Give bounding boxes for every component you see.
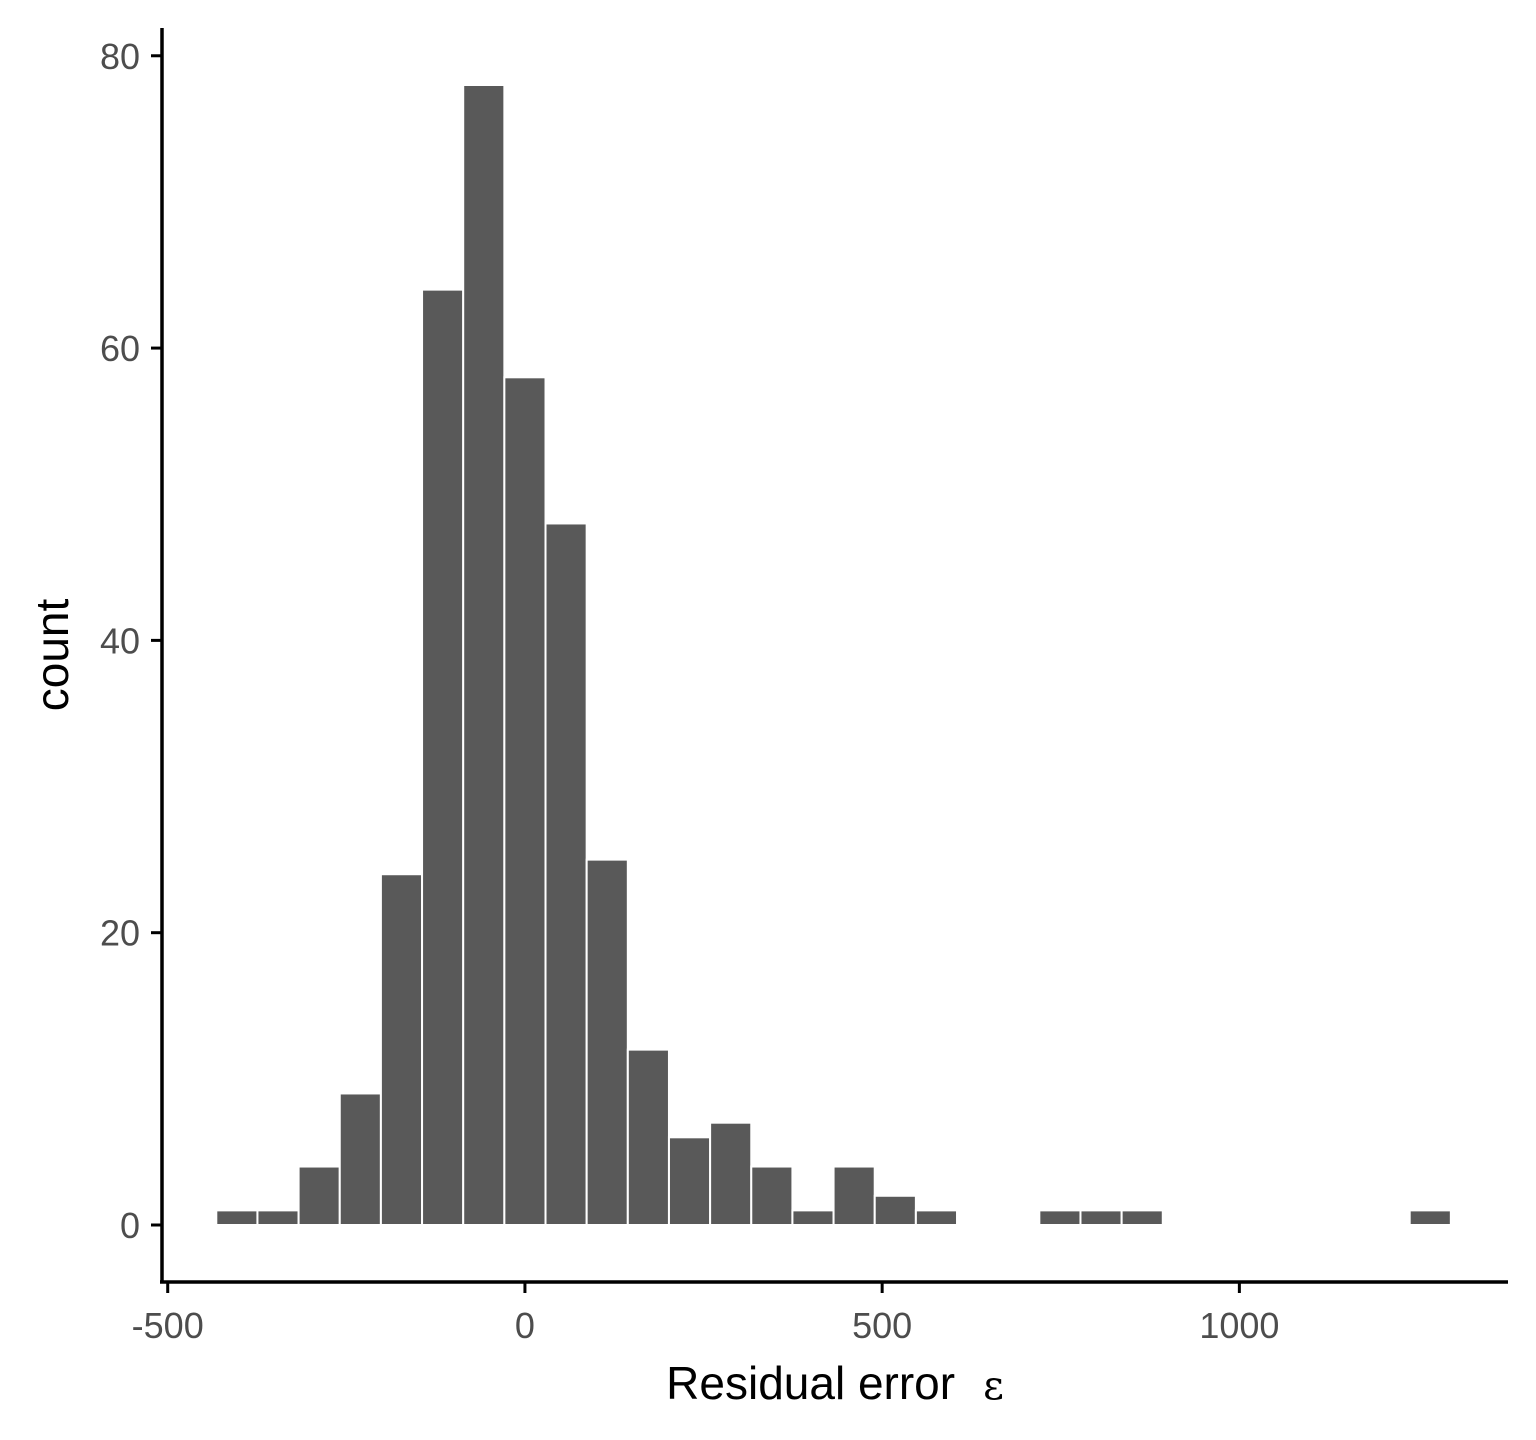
y-tick-label: 0	[120, 1205, 140, 1246]
y-axis-title: count	[26, 599, 78, 712]
histogram-bar	[379, 873, 424, 1226]
y-tick-label: 40	[100, 620, 140, 661]
x-axis: -500 0 500 1000	[132, 1280, 1508, 1346]
y-tick-label: 80	[100, 36, 140, 77]
y-axis: 0 20 40 60 80	[100, 28, 164, 1282]
histogram-bar	[1038, 1209, 1082, 1227]
y-tick-label: 60	[100, 328, 140, 369]
histogram-bar	[503, 376, 547, 1226]
x-axis-title-text: Residual error	[666, 1357, 955, 1409]
histogram-bar	[421, 288, 465, 1226]
histogram-bar	[1079, 1209, 1123, 1227]
histogram-bar	[297, 1165, 341, 1227]
histogram-bar	[750, 1165, 794, 1227]
histogram-bar	[544, 522, 588, 1226]
histogram-bar	[215, 1209, 259, 1227]
histogram-bar	[1120, 1209, 1164, 1227]
histogram-bars	[215, 84, 1452, 1227]
histogram-bar	[914, 1209, 959, 1227]
x-tick-label: 1000	[1199, 1305, 1279, 1346]
y-axis-ticks: 0 20 40 60 80	[100, 36, 162, 1246]
histogram-bar	[1408, 1209, 1452, 1227]
histogram-bar	[462, 84, 506, 1226]
x-axis-ticks: -500 0 500 1000	[132, 1282, 1279, 1346]
histogram-bar	[709, 1121, 753, 1226]
x-axis-title-symbol: ε	[983, 1363, 1004, 1409]
histogram-bar	[338, 1092, 382, 1226]
x-tick-label: -500	[132, 1305, 204, 1346]
histogram-bar	[832, 1165, 876, 1227]
x-tick-label: 0	[515, 1305, 535, 1346]
histogram-bar	[873, 1194, 917, 1227]
x-axis-title: Residual error ε	[666, 1357, 1004, 1409]
y-tick-label: 20	[100, 913, 140, 954]
histogram-bar	[626, 1048, 670, 1226]
x-tick-label: 500	[852, 1305, 912, 1346]
histogram-bar	[791, 1209, 835, 1227]
histogram-bar	[256, 1209, 300, 1227]
histogram-bar	[667, 1136, 712, 1227]
histogram-bar	[585, 858, 629, 1226]
